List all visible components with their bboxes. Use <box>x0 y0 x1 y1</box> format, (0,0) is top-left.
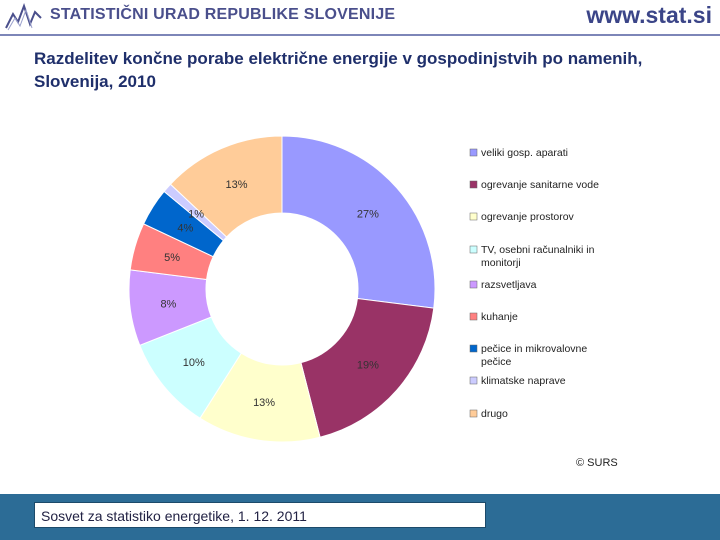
legend-label-6: pečice in mikrovalovne pečice <box>481 343 587 368</box>
slice-label-8: 13% <box>226 179 248 191</box>
header-divider <box>0 34 720 36</box>
legend-swatch-8 <box>469 409 478 418</box>
slice-label-4: 8% <box>160 298 176 310</box>
legend-swatch-0 <box>469 148 478 157</box>
slice-labels-layer: 27% 19% 13% 10% 8% 5% 4% 1% 13% <box>160 179 379 409</box>
slices-layer <box>128 135 436 443</box>
legend: veliki gosp. aparati ogrevanje sanitarne … <box>454 138 634 432</box>
legend-label-8: drugo <box>481 408 508 420</box>
slice-label-2: 13% <box>253 397 275 409</box>
slide-title: Razdelitev končne porabe električne ener… <box>34 49 643 91</box>
slice-0 <box>281 135 436 309</box>
legend-label-2: ogrevanje prostorov <box>481 211 575 223</box>
slice-label-0: 27% <box>357 208 379 220</box>
legend-swatch-1 <box>469 180 478 189</box>
legend-swatch-4 <box>469 280 478 289</box>
footer-text: Sosvet za statistiko energetike, 1. 12. … <box>41 508 307 524</box>
legend-label-5: kuhanje <box>481 311 518 323</box>
slice-8 <box>169 135 283 238</box>
trend-zigzag-icon <box>5 3 42 31</box>
legend-swatch-6 <box>469 344 478 353</box>
website-url[interactable]: www.stat.si <box>586 2 712 28</box>
legend-swatch-7 <box>469 376 478 385</box>
slice-1 <box>300 297 435 438</box>
legend-label-3: TV, osebni računalniki in monitorji <box>481 244 595 269</box>
slice-label-1: 19% <box>357 360 379 372</box>
legend-swatch-5 <box>469 312 478 321</box>
legend-label-4: razsvetljava <box>481 279 537 291</box>
footer-box: Sosvet za statistiko energetike, 1. 12. … <box>34 502 486 528</box>
legend-box <box>454 138 634 432</box>
organization-name: STATISTIČNI URAD REPUBLIKE SLOVENIJE <box>50 6 396 23</box>
legend-swatch-2 <box>469 212 478 221</box>
slice-label-6: 4% <box>177 223 193 235</box>
legend-swatch-3 <box>469 245 478 254</box>
slice-label-5: 5% <box>164 252 180 264</box>
slice-label-7: 1% <box>188 208 204 220</box>
legend-label-0: veliki gosp. aparati <box>481 147 568 159</box>
legend-label-1: ogrevanje sanitarne vode <box>481 179 599 191</box>
copyright-note: © SURS <box>576 457 618 469</box>
slice-label-3: 10% <box>183 357 205 369</box>
header: STATISTIČNI URAD REPUBLIKE SLOVENIJE www… <box>0 0 720 34</box>
legend-label-7: klimatske naprave <box>481 375 566 387</box>
